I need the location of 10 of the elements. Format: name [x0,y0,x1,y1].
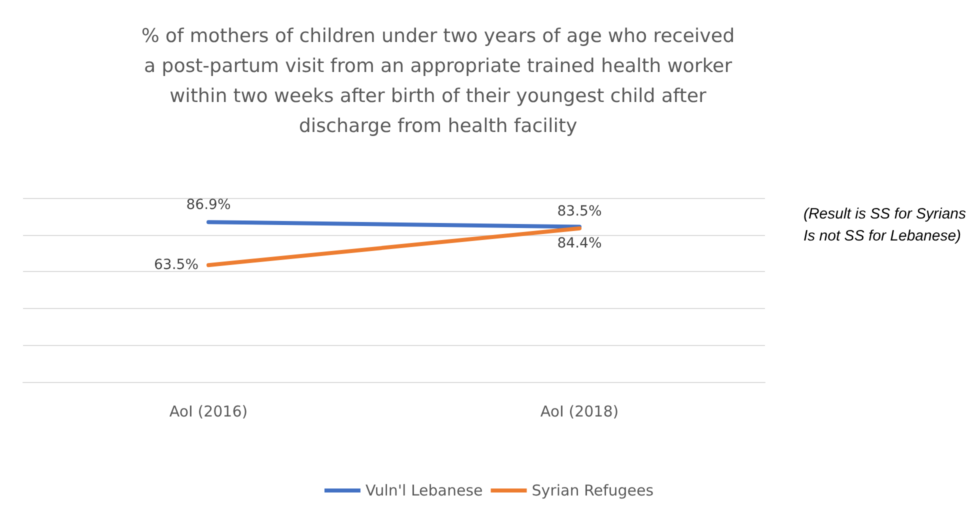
data-label: 84.4% [557,236,602,252]
data-label: 83.5% [557,203,602,220]
data-label: 86.9% [186,197,231,214]
chart-title: % of mothers of children under two years of age who received a post-partum visit from an appropriate trained health worker within two weeks after birth of their youngest child after discharge from health facility [141,25,735,137]
x-tick-label: AoI (2018) [540,402,619,420]
legend-label: Syrian Refugees [532,482,654,500]
legend-label: Vuln'l Lebanese [365,482,483,500]
data-label: 63.5% [154,257,198,274]
text: (Result is SS for Syrians Is not SS for Lebanese) [803,206,966,244]
x-tick-label: AoI (2016) [169,402,248,420]
